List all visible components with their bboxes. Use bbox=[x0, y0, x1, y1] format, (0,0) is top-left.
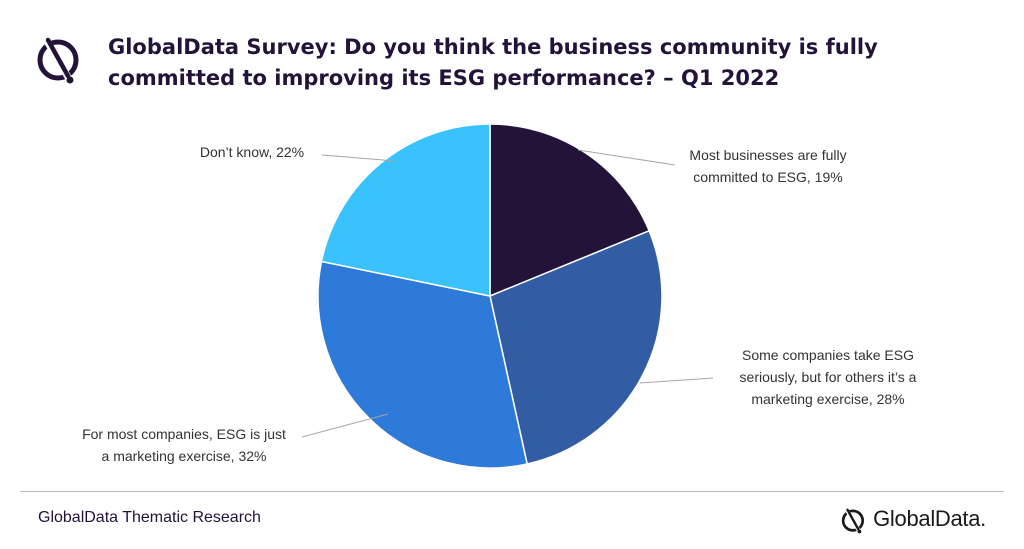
leader-line-2 bbox=[639, 377, 714, 384]
slice-label-2: Some companies take ESG seriously, but fo… bbox=[740, 347, 917, 407]
globaldata-logo-icon bbox=[37, 34, 79, 84]
leader-line-4 bbox=[321, 154, 396, 162]
footer-source: GlobalData Thematic Research bbox=[38, 509, 261, 526]
brand-logo: GlobalData. bbox=[841, 504, 986, 534]
slice-label-3: For most companies, ESG is just a marketi… bbox=[82, 426, 286, 464]
slice-label-4: Don’t know, 22% bbox=[200, 144, 304, 160]
pie-slice-2 bbox=[489, 229, 663, 465]
footer-divider bbox=[20, 491, 1004, 492]
brand-name: GlobalData. bbox=[873, 506, 986, 531]
leader-line-3 bbox=[301, 413, 389, 438]
globaldata-brand-icon bbox=[841, 506, 865, 534]
pie-slice-4 bbox=[320, 123, 491, 297]
leader-line-1 bbox=[577, 149, 676, 166]
pie-slice-1 bbox=[489, 123, 651, 298]
slice-label-1: Most businesses are fully committed to ES… bbox=[689, 147, 846, 185]
chart-title: GlobalData Survey: Do you think the busi… bbox=[108, 35, 878, 90]
